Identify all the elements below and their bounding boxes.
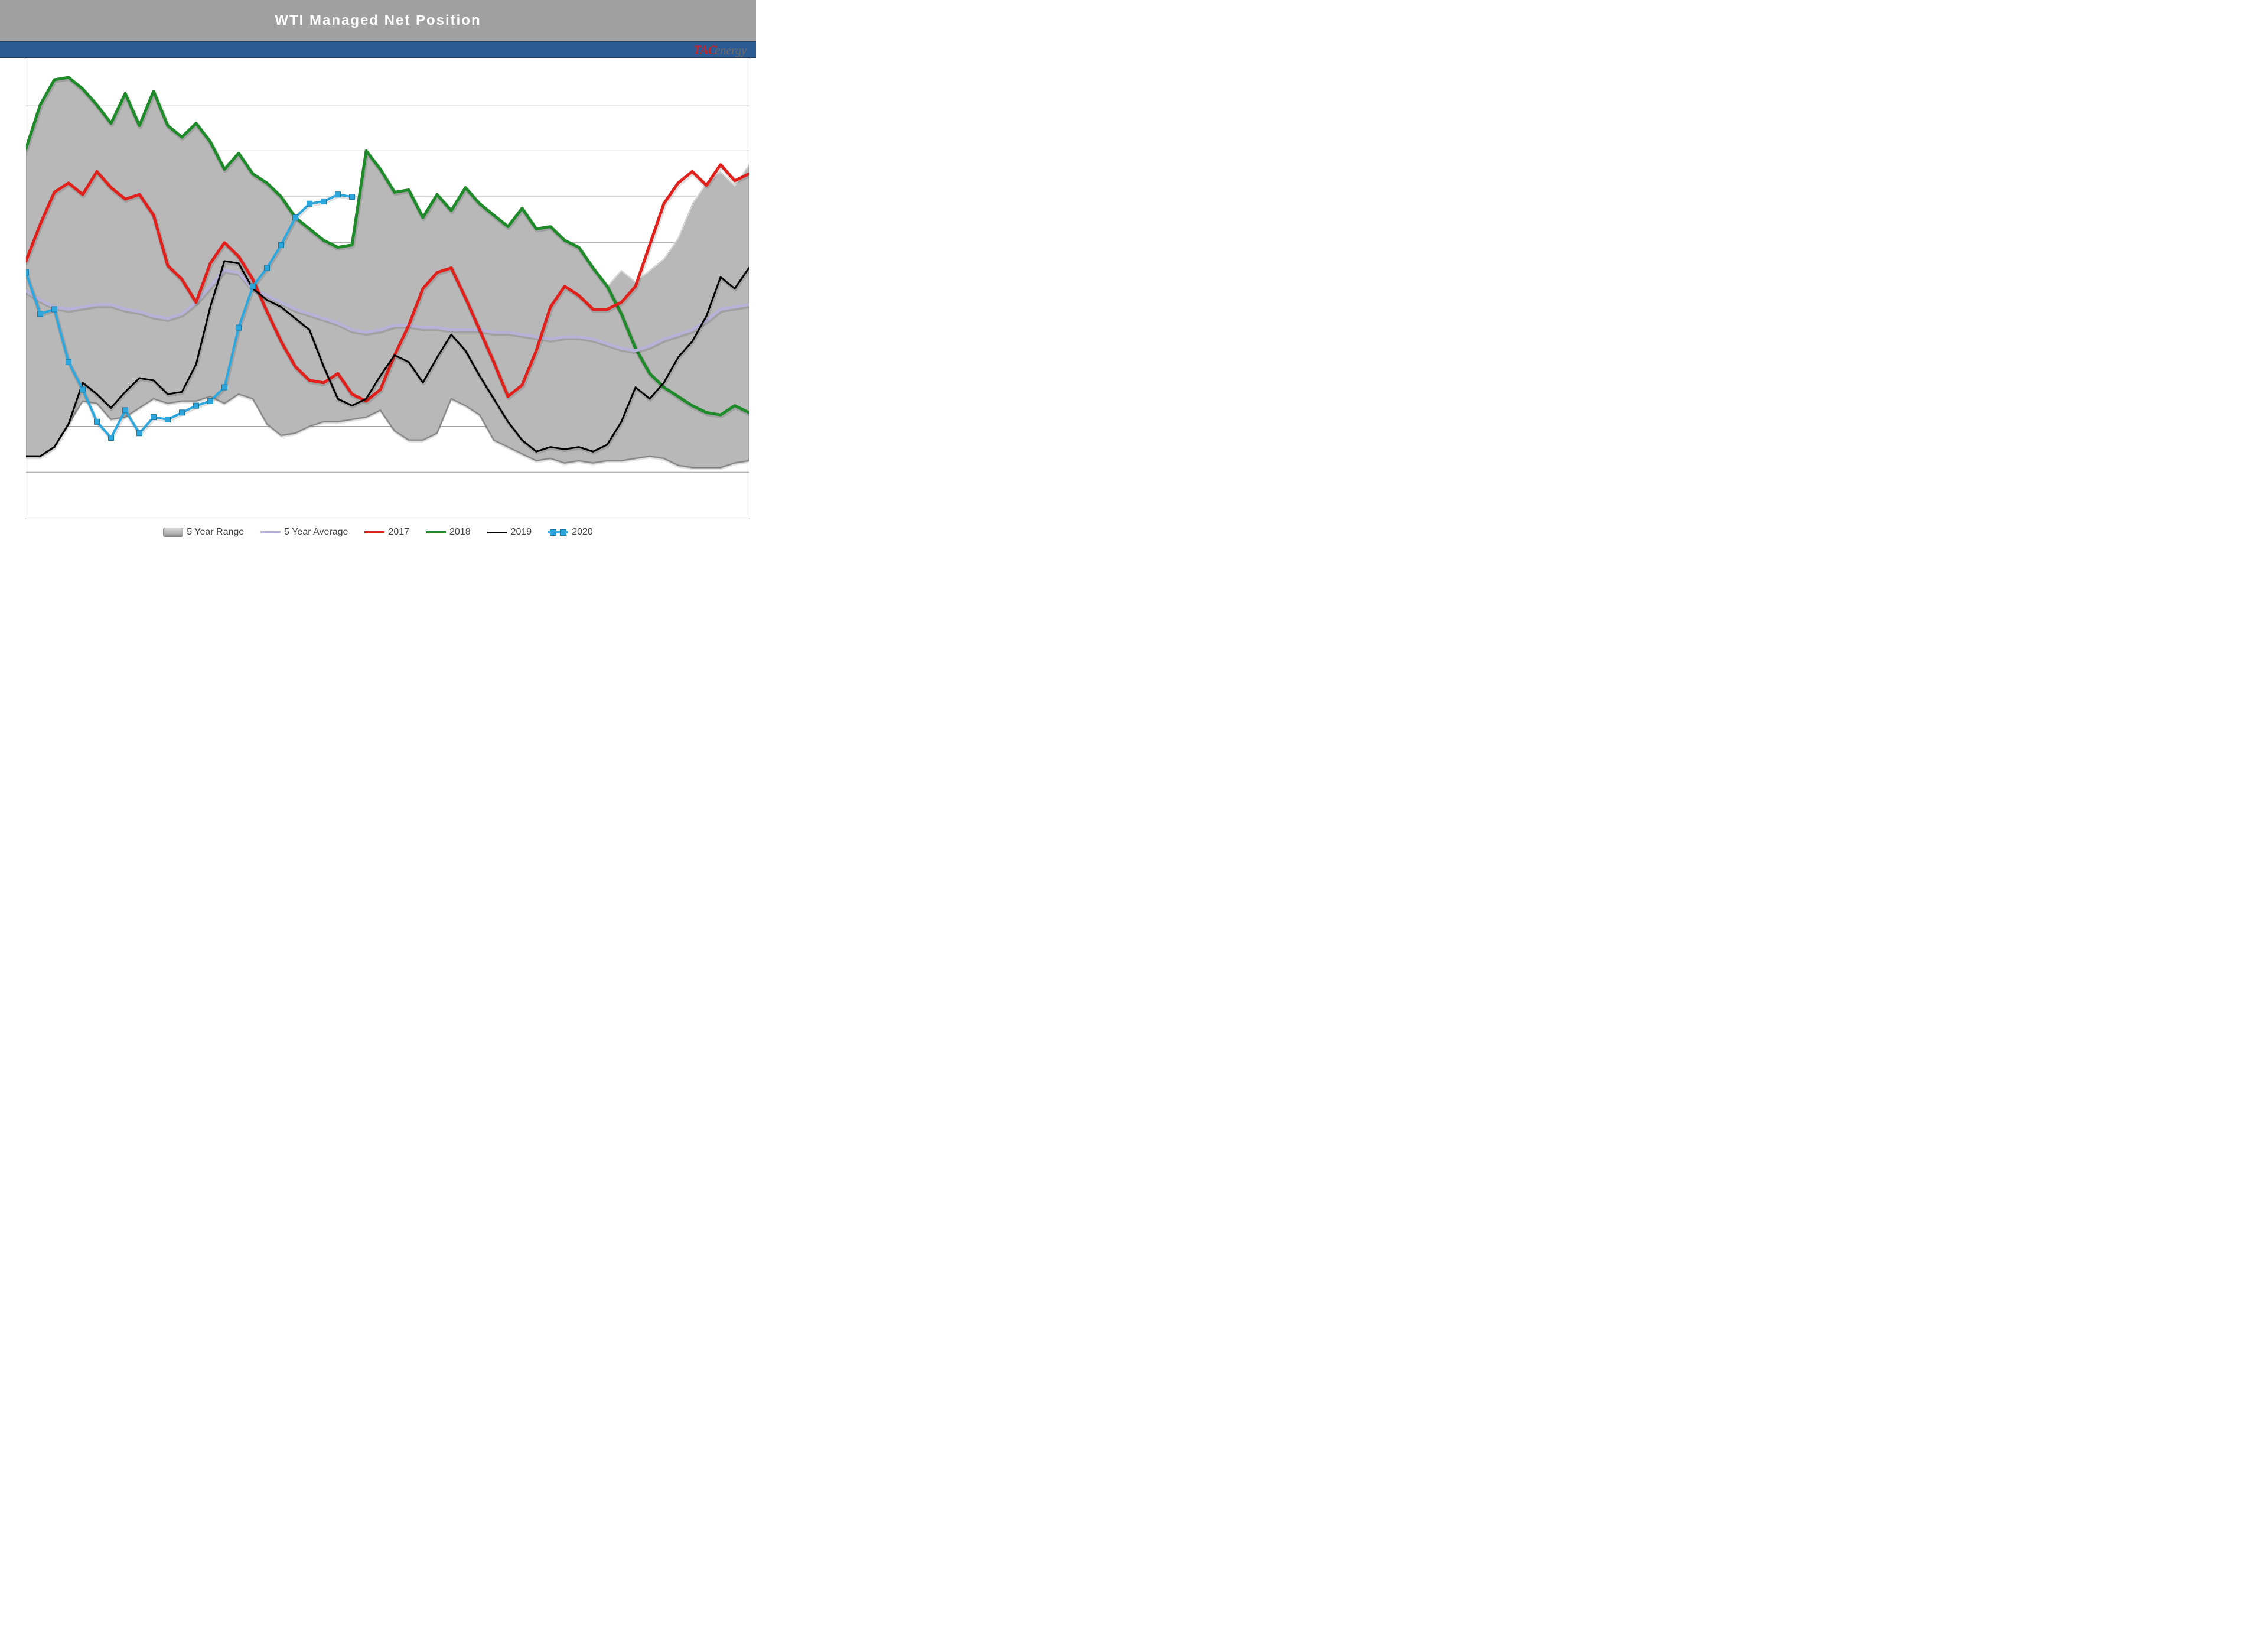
chart-accent-strip [0, 41, 756, 58]
legend-label-range: 5 Year Range [187, 527, 244, 538]
tac-energy-logo: TAC energy [693, 43, 747, 59]
legend-item-2019: 2019 [487, 527, 532, 538]
logo-tac: TAC [693, 43, 716, 58]
legend-item-range: 5 Year Range [163, 527, 244, 538]
legend-label-2018: 2018 [449, 527, 471, 538]
legend-label-2019: 2019 [511, 527, 532, 538]
legend-label-2020: 2020 [572, 527, 593, 538]
legend-item-2020: 2020 [548, 527, 593, 538]
legend-label-average: 5 Year Average [284, 527, 348, 538]
legend-item-2017: 2017 [364, 527, 409, 538]
legend-label-2017: 2017 [388, 527, 409, 538]
plot-area [26, 59, 749, 518]
chart-svg [26, 59, 749, 518]
legend-swatch-average [260, 531, 281, 533]
chart-title-bar: WTI Managed Net Position [0, 0, 756, 42]
legend: 5 Year Range 5 Year Average 2017 2018 20… [0, 522, 756, 543]
legend-swatch-2017 [364, 531, 384, 533]
legend-swatch-2018 [426, 531, 446, 533]
legend-swatch-2019 [487, 532, 507, 533]
chart-title: WTI Managed Net Position [275, 12, 481, 29]
chart-container: WTI Managed Net Position TAC energy 5 Ye… [0, 0, 756, 548]
logo-energy: energy [715, 44, 747, 58]
legend-item-average: 5 Year Average [260, 527, 348, 538]
legend-item-2018: 2018 [426, 527, 471, 538]
legend-swatch-2020 [548, 531, 568, 533]
legend-swatch-range [163, 528, 183, 537]
